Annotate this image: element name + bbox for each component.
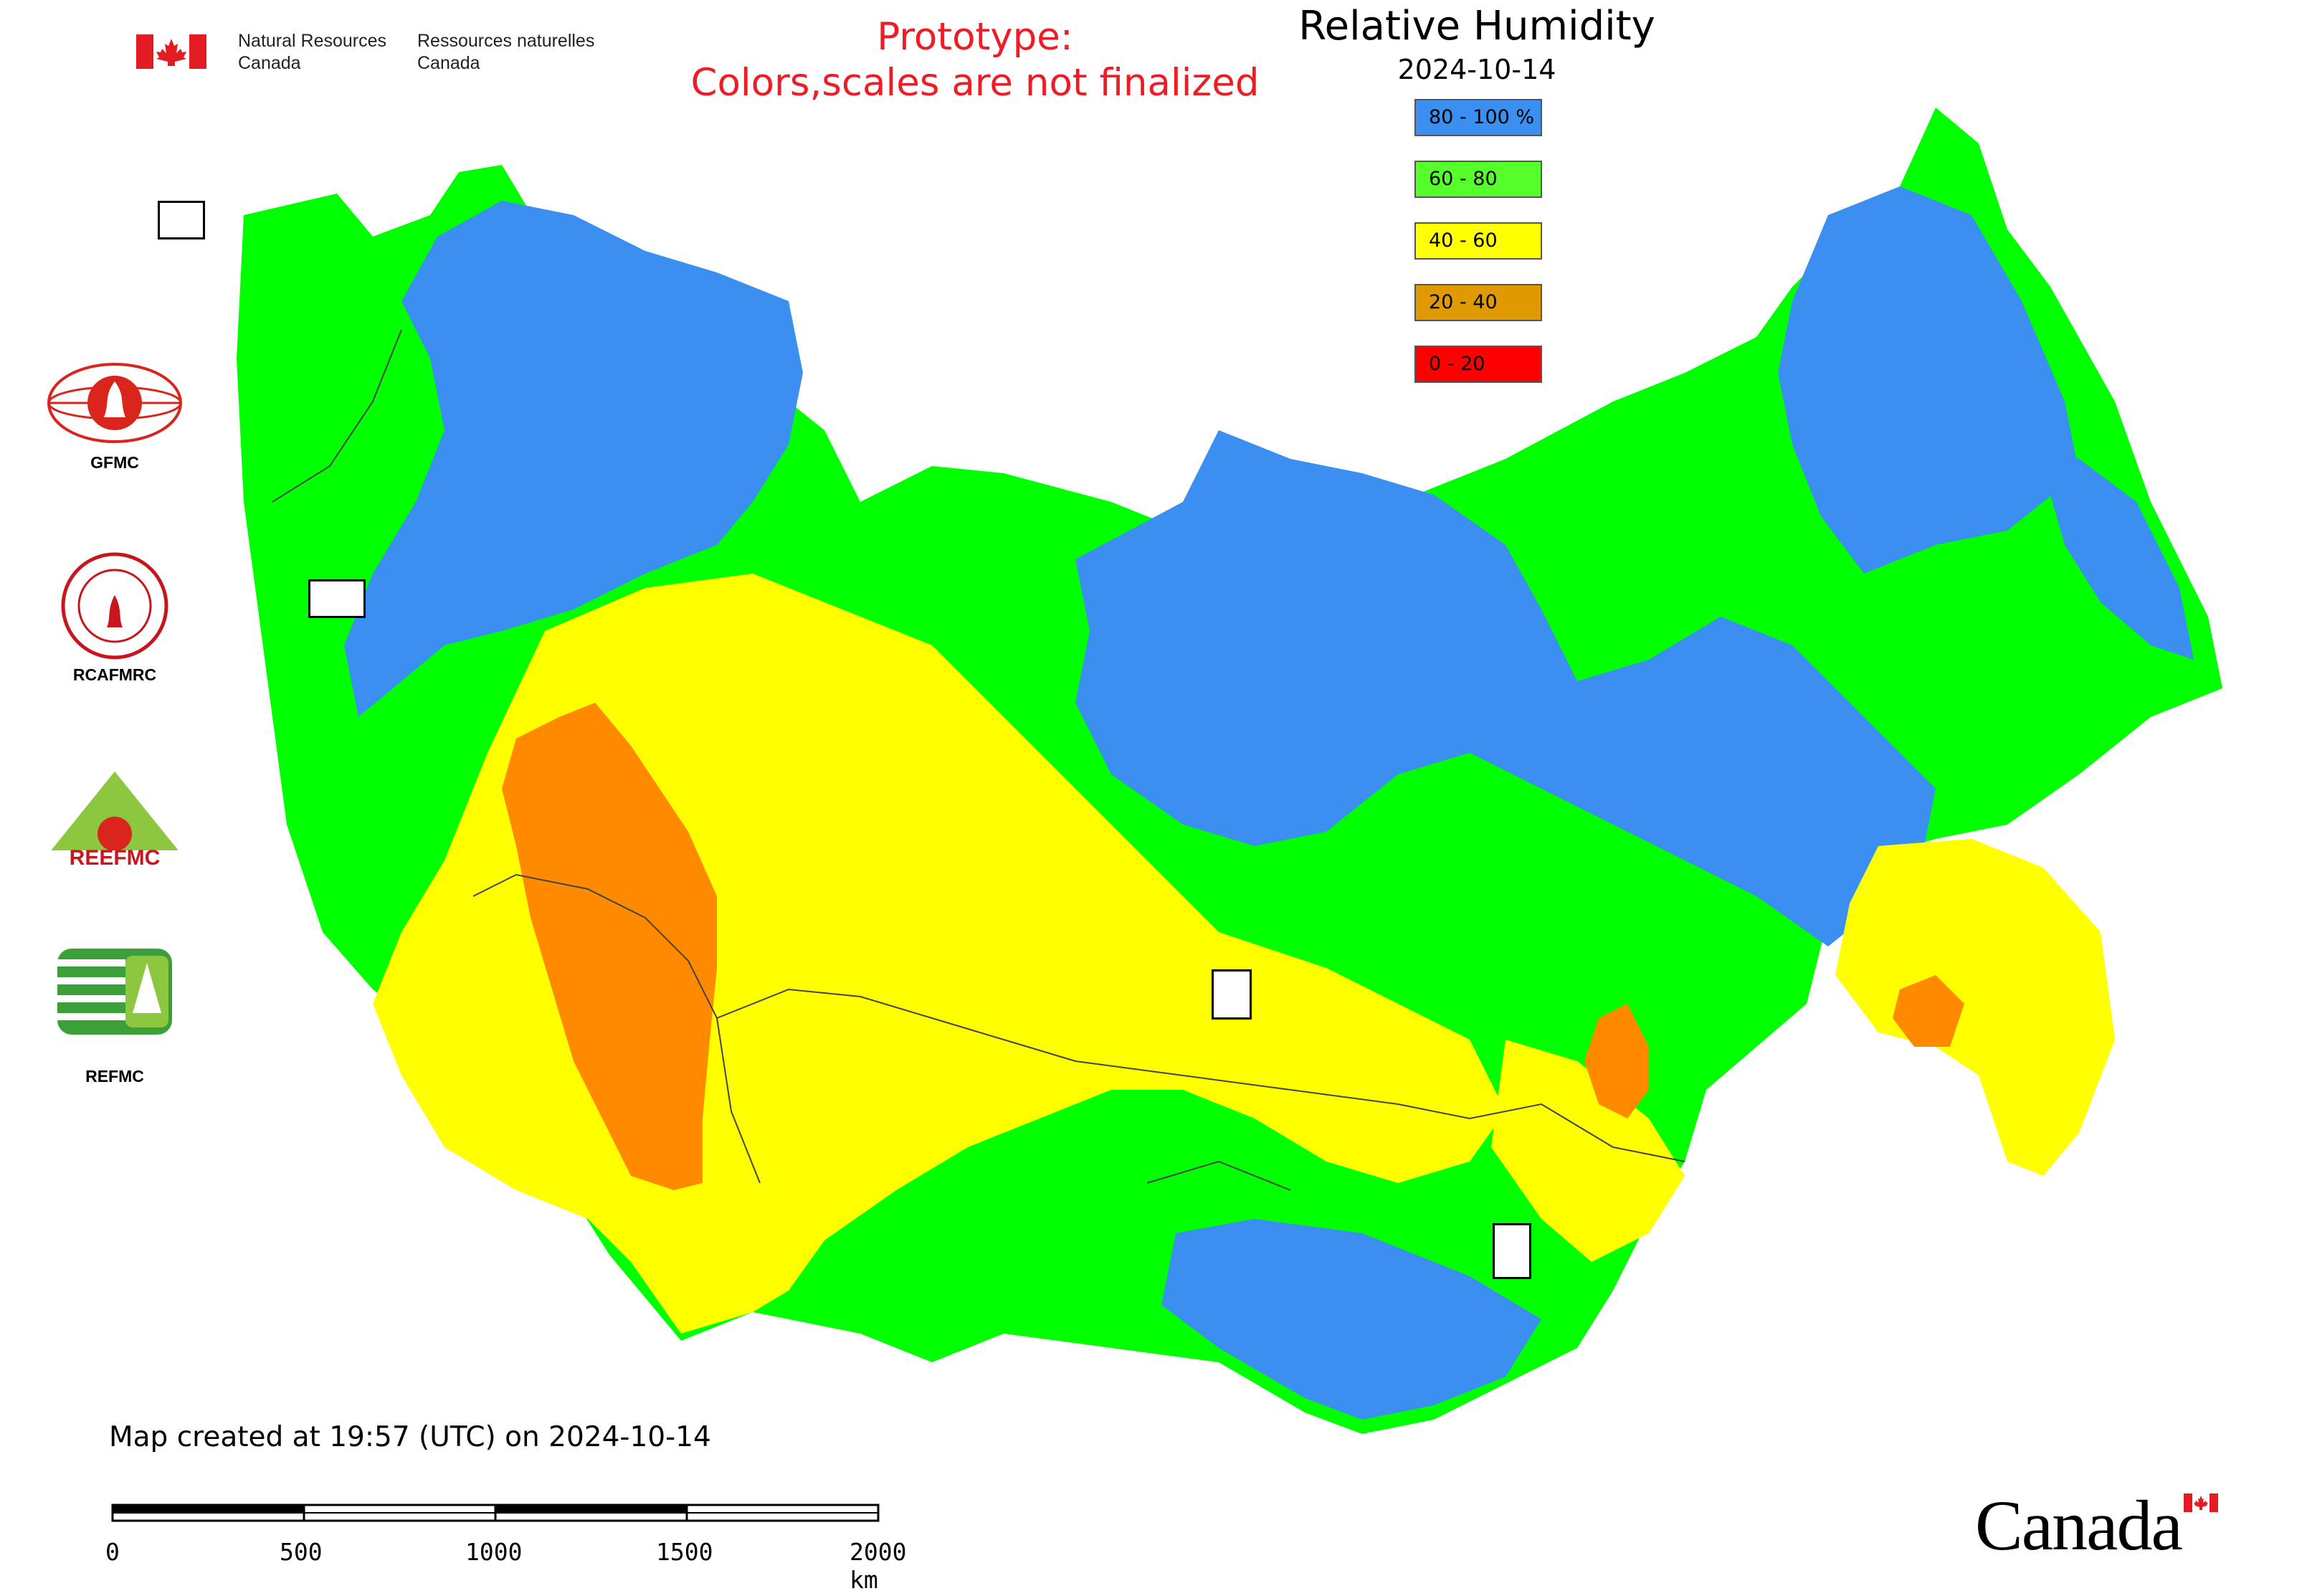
zone-80-100-kamchatka xyxy=(2036,445,2194,660)
map-marker-rcafmrc[interactable] xyxy=(1493,1223,1531,1279)
zone-20-40-east xyxy=(1584,1004,1649,1118)
zone-80-100-siberia xyxy=(1075,430,1936,946)
prototype-line1: Prototype: xyxy=(877,15,1073,59)
agency-name-fr: Ressources naturelles Canada xyxy=(417,31,595,73)
legend-item-40-60: 40 - 60 xyxy=(1414,222,1542,260)
canada-flag-icon xyxy=(136,34,206,69)
org-label-rcafmrc: RCAFMRC xyxy=(72,665,157,684)
org-label-gfmc: GFMC xyxy=(90,453,139,472)
scale-label-1000: 1000 xyxy=(465,1538,523,1566)
scale-label-1500: 1500 xyxy=(656,1538,713,1566)
legend-item-80-100: 80 - 100 % xyxy=(1414,99,1542,136)
legend-item-0-20: 0 - 20 xyxy=(1414,346,1542,383)
scale-bar: 0 500 1000 1500 2000 km xyxy=(105,1498,906,1594)
refmc-logo-icon[interactable] xyxy=(32,945,197,1038)
scale-label-2000: 2000 km xyxy=(850,1538,907,1594)
map-marker-reefmc[interactable] xyxy=(308,579,366,618)
scale-label-0: 0 xyxy=(105,1538,120,1566)
zone-80-100-scandinavia xyxy=(344,201,803,717)
org-label-reefmc: REEFMC xyxy=(69,846,161,870)
legend-item-20-40: 20 - 40 xyxy=(1414,284,1542,321)
org-label-refmc: REFMC xyxy=(85,1067,144,1086)
map-marker-refmc[interactable] xyxy=(1212,969,1252,1020)
map-date: 2024-10-14 xyxy=(1397,54,1556,85)
zone-40-60-south-east xyxy=(1491,1040,1685,1262)
map-title: Relative Humidity xyxy=(1298,3,1655,49)
zone-40-60-far-east xyxy=(1835,839,2115,1176)
gfmc-logo-icon[interactable] xyxy=(32,360,197,446)
legend-item-60-80: 60 - 80 xyxy=(1414,161,1542,198)
prototype-notice: Prototype: Colors,scales are not finaliz… xyxy=(631,14,1319,106)
country-borders xyxy=(272,329,1685,1191)
prototype-line2: Colors,scales are not finalized xyxy=(690,61,1260,105)
zone-20-40-far-east xyxy=(1893,975,1964,1047)
canada-wordmark-flag-icon xyxy=(2184,1493,2218,1512)
reefmc-logo-icon[interactable] xyxy=(32,766,197,873)
nrcan-signature: Natural Resources Canada Ressources natu… xyxy=(136,30,609,80)
canada-wordmark: Canada xyxy=(1975,1486,2183,1565)
zone-20-40-caspian xyxy=(502,703,717,1190)
scale-label-500: 500 xyxy=(280,1538,323,1566)
zone-80-100-east xyxy=(1778,186,2079,574)
agency-name-en: Natural Resources Canada xyxy=(238,31,387,73)
map-marker-gfmc[interactable] xyxy=(158,201,205,239)
rcafmrc-logo-icon[interactable] xyxy=(32,552,197,660)
map-creation-timestamp: Map created at 19:57 (UTC) on 2024-10-14 xyxy=(109,1421,711,1453)
scale-bar-graphic xyxy=(111,1504,880,1522)
zone-80-100-south xyxy=(1161,1219,1541,1420)
